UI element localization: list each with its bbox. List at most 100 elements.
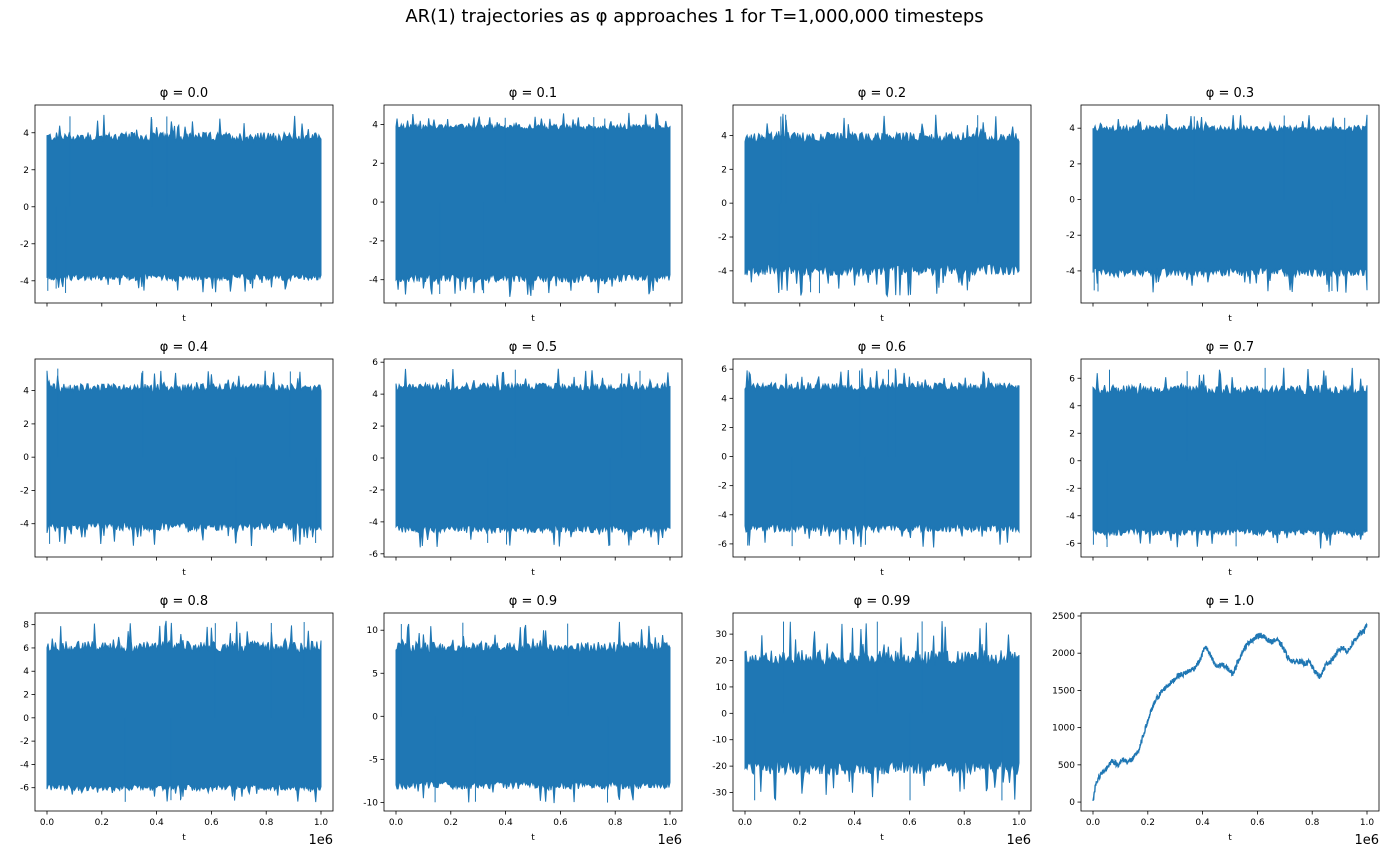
subplot-title-2: φ = 0.2 [858, 86, 906, 101]
x-tick-label-8-0: 0.0 [40, 818, 55, 828]
series-line-5 [395, 368, 671, 548]
y-tick-label-8-0: -6 [20, 784, 29, 794]
x-tick-label-9-3: 0.6 [553, 818, 568, 828]
series-line-0 [46, 114, 322, 293]
subplot-0: φ = 0.0 -4 -2 0 2 4 t [20, 86, 334, 324]
x-axis-label-7: t [1228, 568, 1232, 578]
y-tick-label-0-4: 4 [23, 129, 29, 139]
subplot-title-0: φ = 0.0 [160, 86, 208, 101]
y-tick-label-10-4: 10 [716, 683, 728, 693]
x-tick-label-9-5: 1.0 [663, 818, 678, 828]
y-tick-label-6-2: -2 [718, 482, 727, 492]
y-tick-label-2-4: 4 [721, 131, 727, 141]
y-tick-label-11-0: 0 [1069, 798, 1075, 808]
x-axis-label-10: t [880, 833, 884, 843]
y-tick-label-9-2: 0 [372, 712, 378, 722]
y-tick-label-8-5: 4 [23, 667, 29, 677]
y-tick-label-0-1: -2 [20, 240, 29, 250]
axes-frame-3 [1080, 104, 1380, 304]
y-tick-label-3-2: 0 [1069, 196, 1075, 206]
x-tick-label-8-3: 0.6 [204, 818, 219, 828]
subplot-title-1: φ = 0.1 [509, 86, 557, 101]
y-tick-label-6-3: 0 [721, 453, 727, 463]
subplot-title-7: φ = 0.7 [1206, 340, 1254, 355]
y-tick-label-6-1: -4 [718, 511, 727, 521]
subplot-title-3: φ = 0.3 [1206, 86, 1254, 101]
x-axis-label-11: t [1228, 833, 1232, 843]
y-tick-label-0-0: -4 [20, 277, 29, 287]
subplot-2: φ = 0.2 -4 -2 0 2 4 t [718, 86, 1032, 324]
y-tick-label-7-6: 6 [1069, 374, 1075, 384]
subplot-1: φ = 0.1 -4 -2 0 2 4 t [369, 86, 683, 324]
y-tick-label-9-0: -10 [363, 798, 378, 808]
y-tick-label-4-0: -4 [20, 520, 29, 530]
x-tick-label-10-1: 0.2 [793, 818, 807, 828]
y-tick-label-9-3: 5 [372, 669, 378, 679]
subplot-title-8: φ = 0.8 [160, 594, 208, 609]
y-tick-label-11-2: 1000 [1052, 724, 1075, 734]
y-tick-label-2-1: -2 [718, 233, 727, 243]
y-tick-label-8-6: 6 [23, 644, 29, 654]
y-tick-label-4-3: 2 [23, 420, 29, 430]
axes-frame-8 [34, 612, 334, 812]
y-tick-label-5-4: 2 [372, 422, 378, 432]
series-line-11 [1092, 622, 1368, 801]
x-axis-label-8: t [182, 833, 186, 843]
axes-frame-0 [34, 104, 334, 304]
subplot-9: φ = 0.9 -10 -5 0 5 10 0.0 0.2 0.4 0.6 0.8 1.0 t 1e6 [363, 594, 683, 848]
series-line-2 [744, 113, 1020, 298]
x-tick-label-8-4: 0.8 [259, 818, 274, 828]
x-tick-label-10-2: 0.4 [847, 818, 862, 828]
y-tick-label-1-2: 0 [372, 198, 378, 208]
y-tick-label-0-3: 2 [23, 166, 29, 176]
figure-title: AR(1) trajectories as φ approaches 1 for… [405, 6, 984, 27]
subplot-title-5: φ = 0.5 [509, 340, 557, 355]
y-tick-label-10-1: -20 [712, 762, 727, 772]
y-tick-label-6-6: 6 [721, 365, 727, 375]
y-tick-label-5-5: 4 [372, 390, 378, 400]
y-tick-label-3-4: 4 [1069, 124, 1075, 134]
y-tick-label-8-2: -2 [20, 737, 29, 747]
x-axis-label-1: t [531, 314, 535, 324]
x-tick-label-9-0: 0.0 [389, 818, 404, 828]
subplot-title-9: φ = 0.9 [509, 594, 557, 609]
y-tick-label-4-2: 0 [23, 453, 29, 463]
y-tick-label-5-1: -4 [369, 518, 378, 528]
x-axis-label-9: t [531, 833, 535, 843]
y-tick-label-3-3: 2 [1069, 160, 1075, 170]
series-line-10 [744, 621, 1020, 801]
y-tick-label-1-4: 4 [372, 120, 378, 130]
y-tick-label-10-2: -10 [712, 736, 727, 746]
x-offset-label-10: 1e6 [1006, 833, 1031, 848]
y-tick-label-2-0: -4 [718, 267, 727, 277]
x-tick-label-9-2: 0.4 [498, 818, 513, 828]
y-tick-label-7-4: 2 [1069, 429, 1075, 439]
series-line-9 [395, 621, 671, 804]
series-line-1 [395, 112, 671, 297]
axes-frame-4 [34, 358, 334, 558]
y-tick-label-11-1: 500 [1058, 761, 1075, 771]
y-tick-label-4-1: -2 [20, 486, 29, 496]
series-line-7 [1092, 367, 1368, 549]
y-tick-label-7-0: -6 [1066, 539, 1075, 549]
y-tick-label-11-3: 1500 [1052, 686, 1075, 696]
x-offset-label-8: 1e6 [308, 833, 333, 848]
x-tick-label-9-1: 0.2 [444, 818, 458, 828]
y-tick-label-10-6: 30 [716, 630, 728, 640]
x-tick-label-10-3: 0.6 [902, 818, 917, 828]
axes-frame-2 [732, 104, 1032, 304]
y-tick-label-4-4: 4 [23, 387, 29, 397]
x-axis-label-2: t [880, 314, 884, 324]
y-tick-label-2-3: 2 [721, 165, 727, 175]
subplot-5: φ = 0.5 -6 -4 -2 0 2 4 6 t [369, 340, 683, 578]
axes-frame-6 [732, 358, 1032, 558]
subplot-10: φ = 0.99 -30 -20 -10 0 10 20 30 0.0 0.2 0.4 0.6 0.8 1… [712, 594, 1032, 848]
y-tick-label-7-3: 0 [1069, 457, 1075, 467]
y-tick-label-1-1: -2 [369, 237, 378, 247]
axes-frame-1 [383, 104, 683, 304]
y-tick-label-3-0: -4 [1066, 267, 1075, 277]
x-tick-label-9-4: 0.8 [608, 818, 623, 828]
y-tick-label-5-3: 0 [372, 454, 378, 464]
y-tick-label-3-1: -2 [1066, 231, 1075, 241]
